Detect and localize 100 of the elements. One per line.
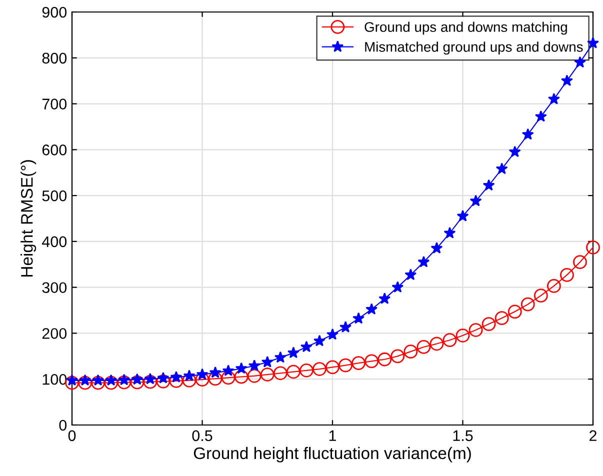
point — [287, 346, 300, 358]
point — [548, 92, 560, 104]
y-tick-label: 400 — [42, 236, 67, 248]
point — [143, 374, 158, 389]
point — [378, 292, 391, 304]
point — [482, 179, 495, 191]
point — [78, 376, 92, 390]
point — [248, 360, 260, 371]
x-axis-title: Ground height fluctuation variance(m) — [194, 446, 471, 462]
point — [286, 364, 300, 379]
point — [456, 210, 469, 222]
y-tick-label: 0 — [59, 420, 67, 431]
point — [418, 256, 430, 268]
point — [404, 268, 417, 280]
point — [169, 374, 184, 388]
point — [92, 374, 104, 386]
point — [456, 328, 470, 342]
point — [574, 56, 586, 68]
point — [247, 368, 262, 383]
point — [300, 363, 314, 378]
point — [482, 317, 496, 331]
legend-label: Ground ups and downs matching — [364, 22, 567, 35]
y-tick-label: 200 — [42, 328, 67, 339]
point — [470, 194, 482, 206]
y-axis-title: Height RMSE(°) — [20, 160, 36, 276]
point — [520, 297, 535, 312]
x-tick-label: 0 — [68, 430, 76, 442]
point — [209, 366, 222, 378]
point — [378, 352, 392, 366]
point — [104, 376, 118, 390]
point — [496, 162, 508, 174]
point — [340, 321, 352, 332]
point — [508, 304, 522, 319]
point — [183, 370, 196, 382]
point — [170, 371, 182, 382]
point — [234, 370, 248, 384]
y-tick-label: 700 — [42, 98, 67, 110]
point — [534, 288, 548, 303]
point — [273, 366, 288, 380]
y-tick-label: 600 — [42, 144, 67, 156]
point — [261, 356, 274, 368]
point — [404, 344, 418, 359]
point — [274, 351, 286, 363]
point — [131, 373, 144, 385]
y-tick-label: 800 — [42, 52, 67, 64]
point — [508, 146, 521, 158]
x-tick-label: 0.5 — [192, 430, 212, 442]
point — [560, 268, 574, 282]
x-tick-label: 1.5 — [453, 430, 473, 442]
point — [144, 372, 156, 384]
point — [117, 375, 132, 390]
point — [494, 311, 509, 326]
point — [534, 110, 547, 122]
point — [430, 242, 443, 254]
point — [560, 74, 573, 86]
point — [326, 328, 338, 340]
y-tick-label: 900 — [42, 6, 67, 18]
point — [442, 333, 457, 348]
point — [91, 376, 105, 390]
point — [260, 368, 274, 382]
point — [586, 240, 600, 254]
x-tick-label: 1 — [329, 430, 336, 441]
point — [79, 374, 92, 386]
point — [392, 281, 404, 293]
point — [235, 362, 248, 374]
point — [65, 376, 79, 390]
point — [300, 340, 312, 352]
point — [366, 303, 378, 315]
y-tick-label: 100 — [42, 374, 67, 385]
point — [157, 372, 170, 384]
y-tick-label: 500 — [42, 190, 67, 202]
point — [105, 374, 118, 386]
point — [390, 349, 405, 364]
point — [326, 360, 340, 374]
point — [130, 375, 144, 390]
point — [156, 374, 170, 388]
legend-label: Mismatched ground ups and downs — [365, 42, 583, 55]
point — [573, 255, 587, 270]
y-tick-label: 300 — [42, 282, 67, 294]
point — [338, 358, 352, 372]
point — [182, 374, 196, 388]
point — [352, 312, 365, 324]
point — [196, 368, 208, 380]
point — [416, 340, 431, 354]
point — [468, 323, 483, 337]
point — [522, 128, 534, 140]
point — [222, 364, 234, 376]
point — [352, 356, 366, 370]
point — [587, 36, 599, 48]
point — [195, 372, 210, 387]
point — [444, 226, 456, 238]
point — [313, 334, 326, 346]
point — [364, 354, 379, 368]
point — [312, 362, 326, 376]
x-tick-label: 2 — [590, 430, 596, 441]
point — [221, 370, 236, 385]
point — [66, 374, 78, 386]
point — [430, 336, 444, 351]
point — [208, 372, 222, 386]
point — [118, 374, 130, 386]
